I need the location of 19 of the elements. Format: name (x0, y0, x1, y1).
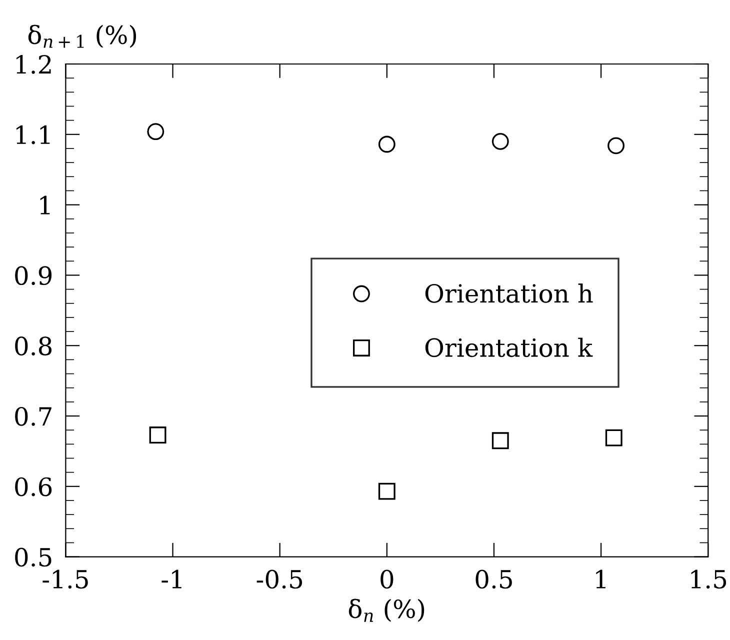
y-tick-label: 0.9 (15, 266, 52, 286)
y-tick-label: 1.2 (16, 54, 51, 74)
y-tick-label: 0.8 (15, 336, 52, 356)
y-axis-title: δ$_{n+1}$ (%) (28, 24, 136, 48)
x-tick-label: 1.5 (691, 570, 726, 589)
x-tick-label: -0.5 (256, 570, 302, 589)
x-axis-title: δ$_{n}$ (%) (348, 598, 424, 622)
legend-label: Orientation k (425, 338, 593, 358)
x-tick-label: 0.5 (476, 570, 512, 589)
y-tick-label: 1.1 (16, 125, 50, 144)
y-tick-label: 1 (40, 196, 50, 214)
x-tick-label: 1 (596, 570, 606, 588)
y-tick-label: 0.5 (15, 548, 52, 567)
x-tick-label: -1.5 (42, 570, 88, 589)
x-tick-label: 0 (380, 570, 394, 589)
y-tick-label: 0.6 (15, 477, 52, 496)
legend-label: Orientation h (425, 284, 593, 303)
x-tick-label: -1 (162, 570, 182, 588)
y-tick-label: 0.7 (15, 406, 52, 426)
